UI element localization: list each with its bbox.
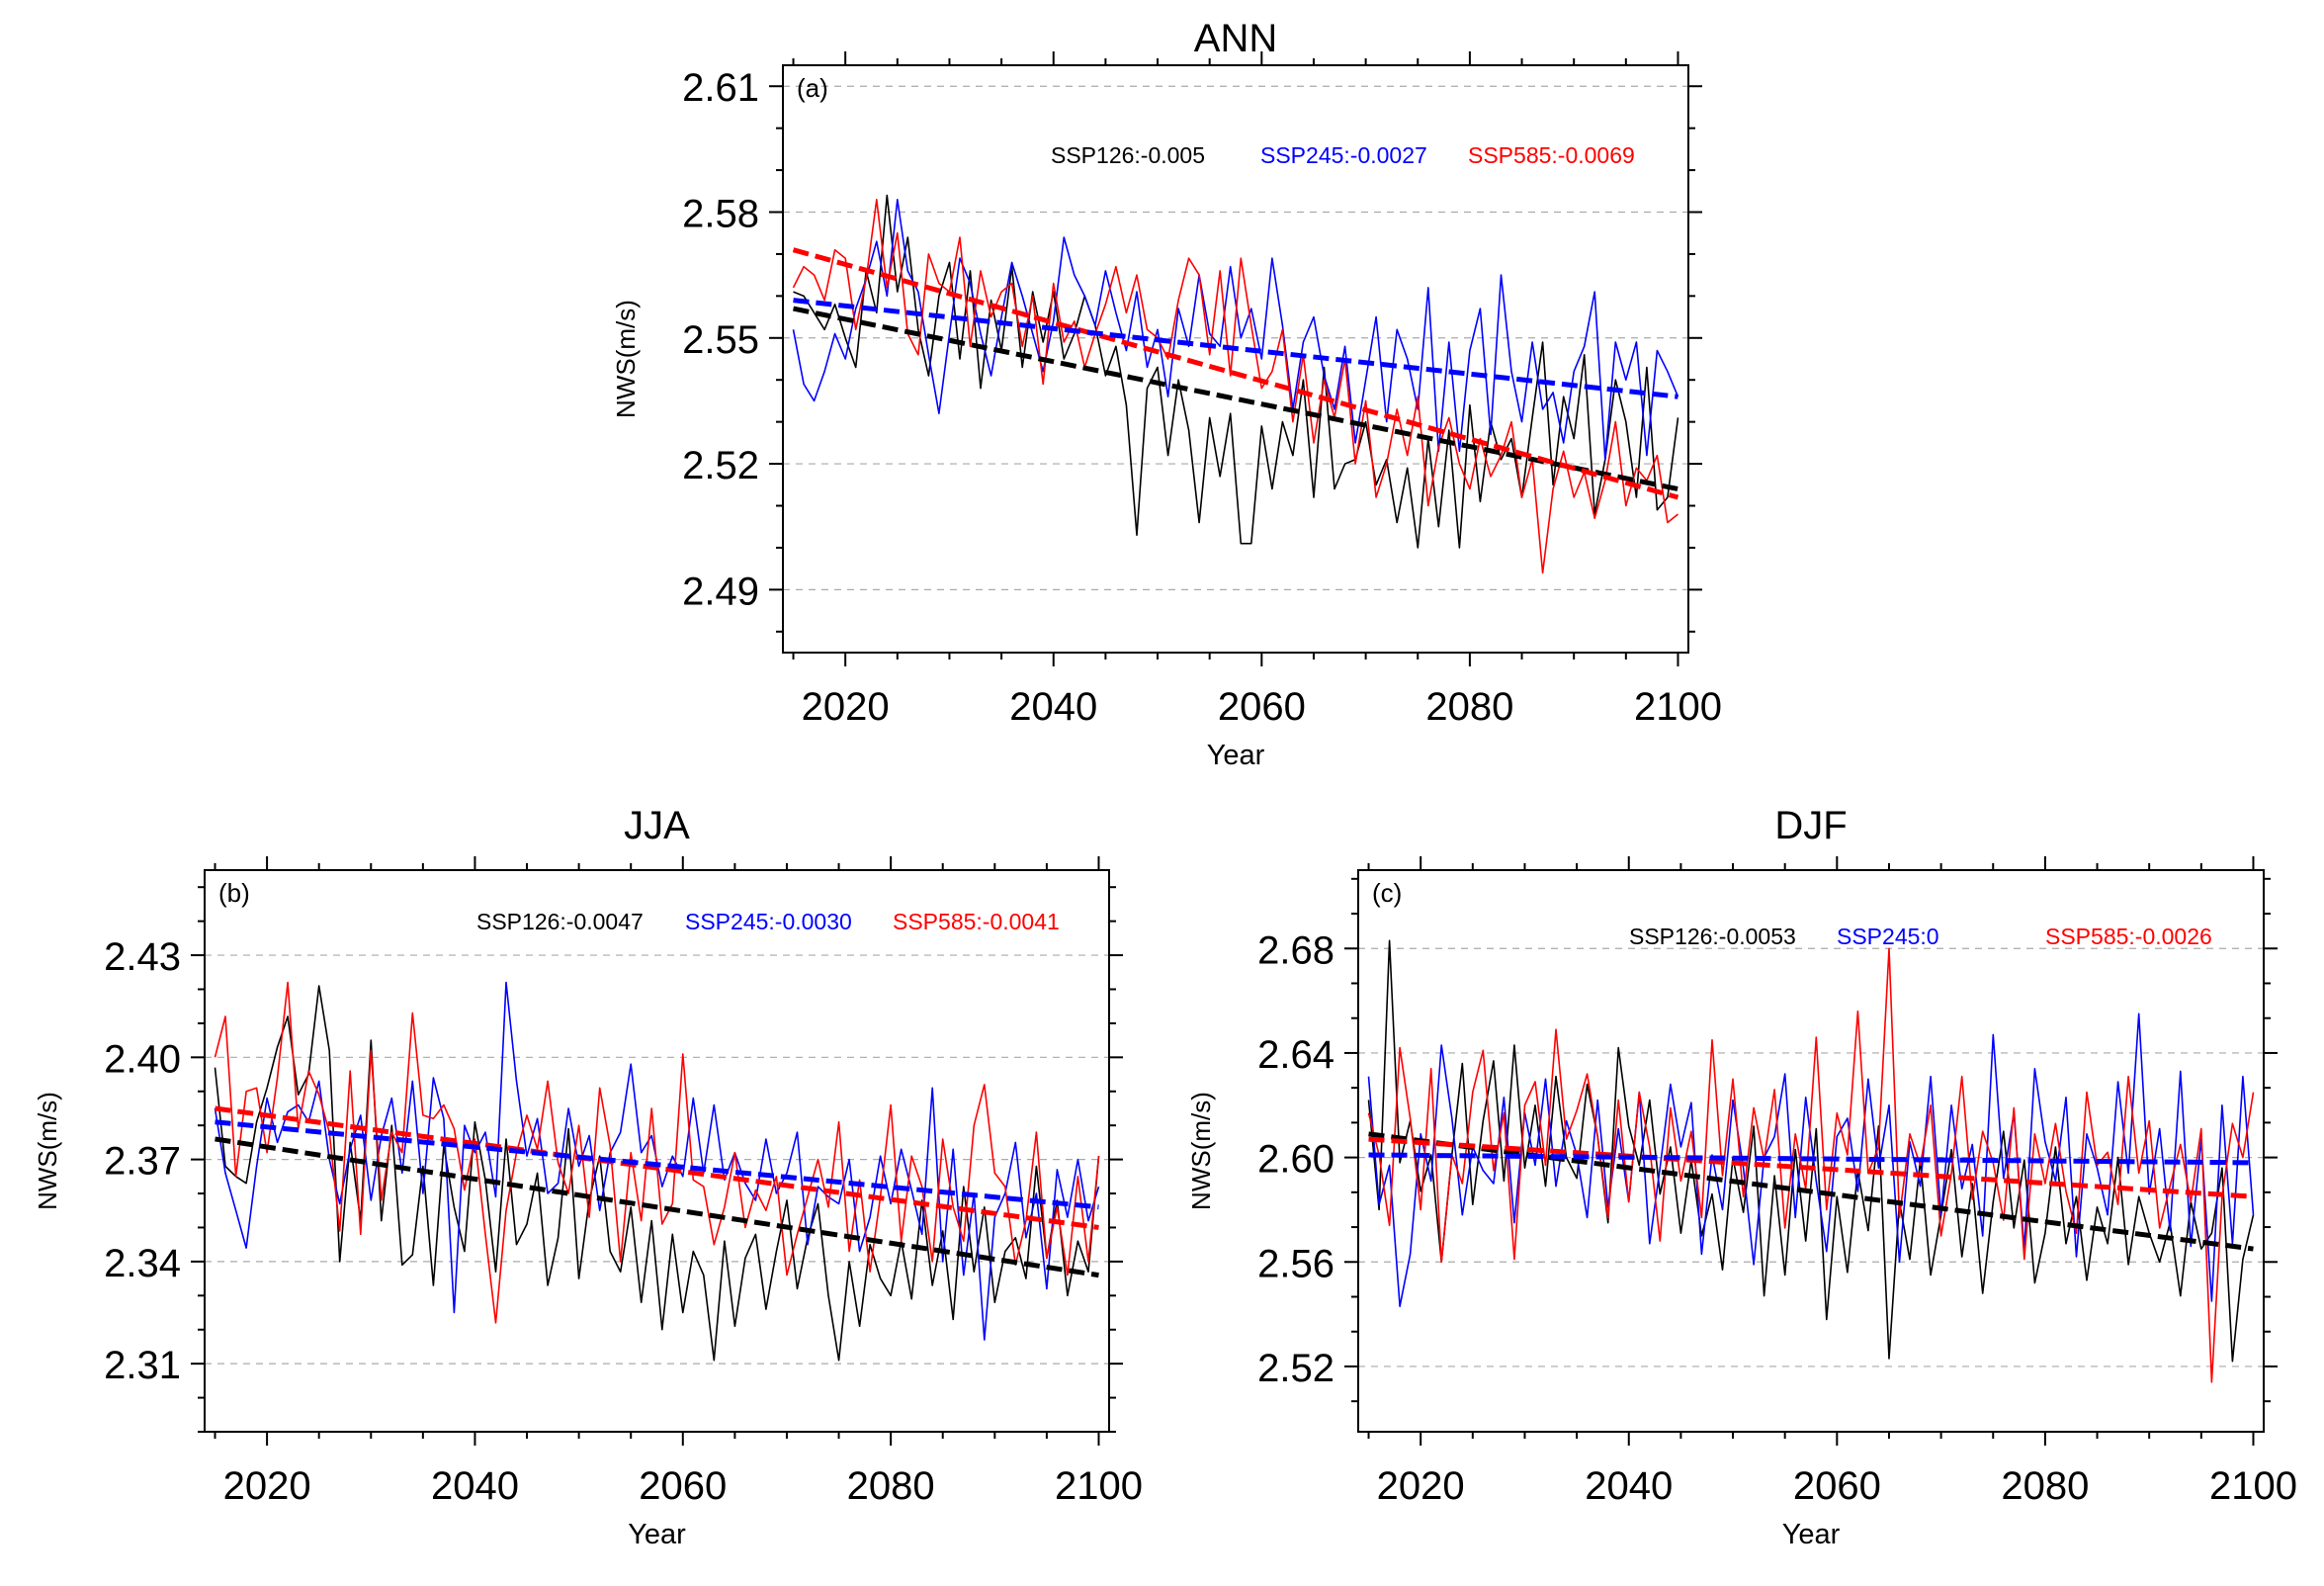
legend-entry-ssp245: SSP245:-0.0030 [685, 909, 852, 934]
y-tick-label: 2.34 [104, 1242, 181, 1285]
y-axis-label: NWS(m/s) [1186, 1092, 1216, 1210]
y-axis-label: NWS(m/s) [611, 300, 641, 418]
y-tick-label: 2.58 [682, 193, 759, 236]
x-tick-label: 2080 [2001, 1464, 2089, 1508]
series-line-ssp126 [1367, 939, 2255, 1363]
y-tick-label: 2.31 [104, 1344, 181, 1387]
y-axis-label: NWS(m/s) [33, 1092, 62, 1210]
series-line-ssp245 [1367, 1013, 2255, 1307]
x-axis-label: Year [1207, 740, 1265, 771]
y-tick-label: 2.60 [1257, 1138, 1334, 1182]
y-tick-label: 2.49 [682, 570, 759, 613]
trend-line-ssp585 [215, 1105, 1099, 1230]
y-tick-label: 2.52 [1257, 1347, 1334, 1390]
x-tick-label: 2080 [1425, 685, 1513, 729]
legend-entry-ssp126: SSP126:-0.0053 [1629, 924, 1796, 949]
panel-title: ANN [1194, 17, 1277, 60]
series-group [792, 194, 1679, 574]
y-tick-label: 2.55 [682, 318, 759, 362]
legend-entry-ssp126: SSP126:-0.005 [1051, 142, 1205, 168]
plot-frame [1357, 869, 2265, 1433]
trend-line-ssp585 [792, 247, 1679, 500]
y-tick-label: 2.43 [104, 935, 181, 979]
series-line-ssp585 [792, 199, 1679, 574]
series-group [214, 981, 1100, 1362]
y-tick-label: 2.37 [104, 1140, 181, 1184]
panel-title: JJA [624, 804, 690, 847]
y-tick-label: 2.64 [1257, 1033, 1334, 1077]
x-tick-label: 2020 [802, 685, 890, 729]
trend-line-ssp245 [1368, 1152, 2254, 1166]
y-tick-label: 2.68 [1257, 928, 1334, 972]
legend-entry-ssp585: SSP585:-0.0069 [1468, 142, 1635, 168]
x-tick-label: 2020 [223, 1464, 311, 1508]
x-axis-label: Year [1782, 1519, 1841, 1550]
legend-entry-ssp126: SSP126:-0.0047 [476, 909, 644, 934]
panel-jja: 2020 2040 2060 2080 2100 2.43 2.40 2.37 2.34 2.31… [33, 804, 1143, 1550]
panel-title: DJF [1774, 804, 1847, 847]
x-tick-label: 2100 [1055, 1464, 1143, 1508]
x-tick-label: 2060 [1218, 685, 1306, 729]
y-tick-label: 2.56 [1257, 1242, 1334, 1285]
y-tick-label: 2.40 [104, 1037, 181, 1081]
series-group [1367, 939, 2255, 1383]
x-tick-label: 2040 [1009, 685, 1097, 729]
trend-line-ssp126 [793, 306, 1678, 491]
y-tick-label: 2.52 [682, 444, 759, 487]
panel-ann: 2020 2040 2060 2080 2100 2.61 2.58 2.55 2.52 2.49… [611, 17, 1722, 771]
x-tick-label: 2080 [847, 1464, 935, 1508]
x-tick-label: 2020 [1377, 1464, 1465, 1508]
trend-line-ssp245 [793, 298, 1678, 399]
legend-entry-ssp245: SSP245:0 [1837, 924, 1939, 949]
series-line-ssp126 [793, 194, 1679, 549]
trend-line-ssp126 [1368, 1131, 2254, 1252]
panel-djf: 2020 2040 2060 2080 2100 2.68 2.64 2.60 2.56 2.52… [1186, 804, 2297, 1550]
panel-label: (c) [1372, 878, 1402, 908]
legend-entry-ssp585: SSP585:-0.0026 [2045, 924, 2212, 949]
x-tick-label: 2100 [2209, 1464, 2297, 1508]
trend-line-ssp585 [1368, 1136, 2254, 1199]
panel-label: (b) [218, 878, 250, 908]
x-axis-label: Year [628, 1519, 686, 1550]
panel-label: (a) [797, 73, 828, 103]
legend-entry-ssp245: SSP245:-0.0027 [1260, 142, 1427, 168]
trend-line-ssp126 [215, 1136, 1099, 1278]
x-tick-label: 2040 [1585, 1464, 1673, 1508]
plot-frame [782, 64, 1689, 654]
x-tick-label: 2100 [1634, 685, 1722, 729]
x-tick-label: 2060 [639, 1464, 727, 1508]
x-tick-label: 2060 [1793, 1464, 1881, 1508]
trend-line-ssp245 [215, 1119, 1099, 1210]
y-tick-label: 2.61 [682, 66, 759, 110]
series-line-ssp245 [792, 199, 1679, 461]
series-line-ssp585 [1367, 947, 2255, 1383]
legend-entry-ssp585: SSP585:-0.0041 [893, 909, 1060, 934]
plot-frame [204, 869, 1110, 1433]
x-tick-label: 2040 [431, 1464, 519, 1508]
